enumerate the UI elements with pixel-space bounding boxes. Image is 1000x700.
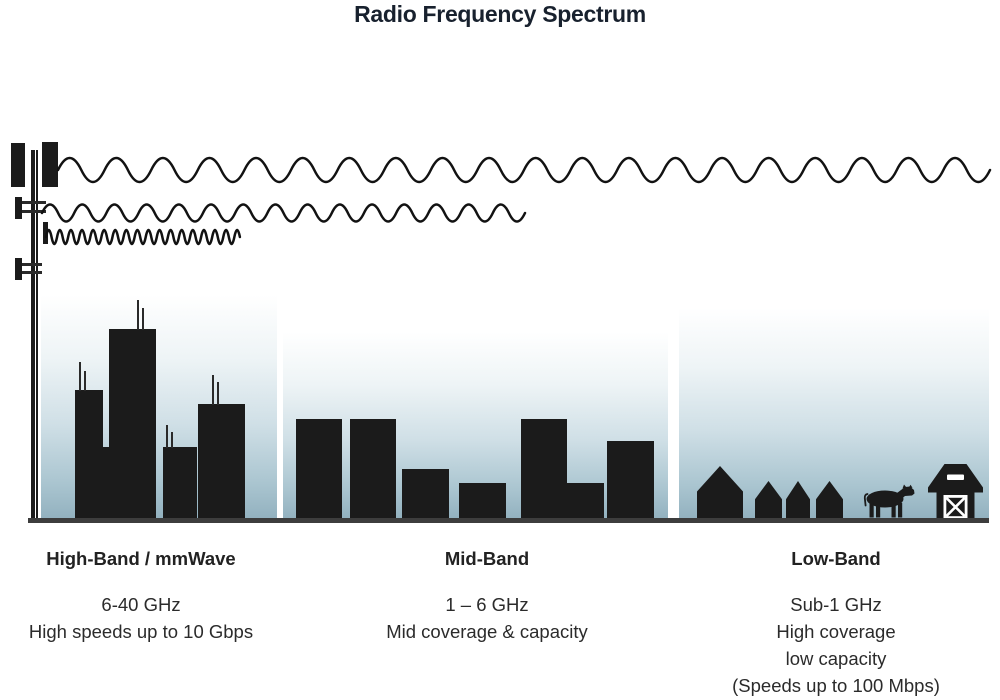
- low-band-description: Sub-1 GHz High coverage low capacity (Sp…: [699, 591, 973, 699]
- antenna-panel-top-left: [11, 143, 25, 187]
- low-band-coverage: High coverage: [776, 621, 896, 642]
- cow-icon: [863, 484, 915, 518]
- tower-mast-thin: [35, 150, 38, 523]
- barn-icon: [928, 464, 983, 519]
- high-band-coverage-panel: [41, 295, 277, 519]
- mid-rise-building: [567, 483, 604, 519]
- house-icon: [697, 466, 743, 519]
- rooftop-antenna: [84, 371, 86, 391]
- mid-band-frequency: 1 – 6 GHz: [445, 594, 529, 615]
- ground-baseline: [28, 518, 989, 523]
- high-band-heading: High-Band / mmWave: [46, 548, 236, 569]
- mid-rise-building: [402, 469, 449, 519]
- rooftop-antenna: [212, 375, 214, 405]
- skyscraper: [198, 404, 245, 519]
- mid-band-coverage: Mid coverage & capacity: [386, 621, 588, 642]
- rooftop-antenna: [166, 425, 168, 448]
- antenna-crossbar: [18, 263, 42, 266]
- skyscraper: [75, 390, 103, 519]
- house-icon: [816, 481, 843, 519]
- skyscraper: [163, 447, 197, 519]
- mid-band-description: 1 – 6 GHz Mid coverage & capacity: [362, 591, 612, 645]
- page-title: Radio Frequency Spectrum: [354, 1, 646, 27]
- mid-rise-building: [521, 419, 567, 519]
- antenna-stub: [43, 222, 48, 244]
- low-band-heading: Low-Band: [791, 548, 881, 569]
- mid-rise-building: [296, 419, 342, 519]
- rooftop-antenna: [170, 432, 173, 448]
- high-band-frequency: 6-40 GHz: [101, 594, 181, 615]
- antenna-crossbar: [18, 270, 42, 274]
- high-band-speed: High speeds up to 10 Gbps: [28, 621, 254, 642]
- high-band-description: 6-40 GHz High speeds up to 10 Gbps: [16, 591, 266, 645]
- mid-band-heading: Mid-Band: [444, 548, 530, 569]
- antenna-panel-low: [15, 258, 22, 280]
- mid-rise-building: [350, 419, 396, 519]
- antenna-crossbar: [18, 201, 46, 204]
- skyscraper-tall: [109, 329, 156, 519]
- rooftop-antenna: [79, 362, 81, 391]
- rooftop-antenna: [142, 308, 144, 330]
- rooftop-antenna: [137, 300, 139, 330]
- mid-frequency-wave-icon: [40, 203, 527, 223]
- rooftop-antenna: [217, 382, 219, 405]
- house-icon: [755, 481, 782, 519]
- antenna-panel-mid: [15, 197, 22, 219]
- low-band-frequency: Sub-1 GHz: [790, 594, 882, 615]
- tower-mast: [31, 150, 35, 523]
- house-icon: [786, 481, 810, 519]
- antenna-panel-top-right: [42, 142, 58, 187]
- mid-rise-building: [607, 441, 654, 519]
- mid-rise-building: [459, 483, 506, 519]
- low-band-speed: (Speeds up to 100 Mbps): [732, 675, 940, 696]
- low-frequency-wave-icon: [56, 156, 992, 184]
- high-frequency-wave-icon: [44, 228, 242, 246]
- mid-band-coverage-panel: [283, 332, 668, 519]
- low-band-capacity: low capacity: [785, 648, 887, 669]
- antenna-crossbar: [18, 209, 46, 213]
- low-band-coverage-panel: [679, 308, 989, 519]
